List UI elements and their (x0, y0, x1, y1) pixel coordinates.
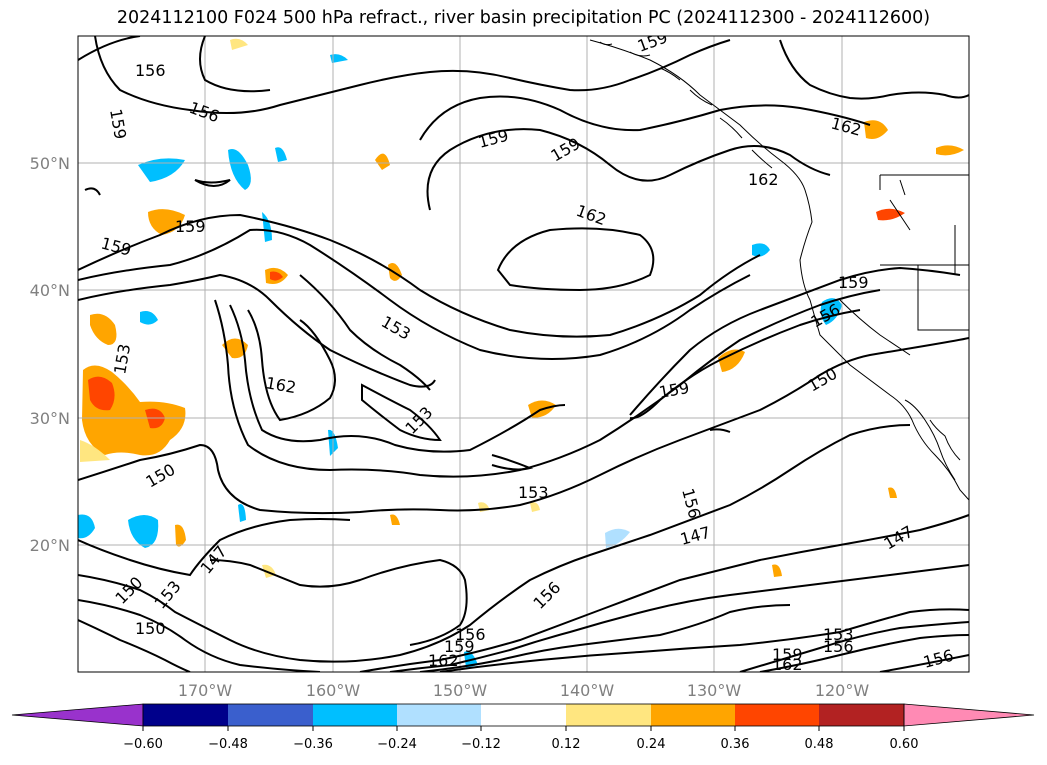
lat-label: 20°N (30, 536, 70, 555)
contour-label: 159 (444, 637, 475, 656)
lat-labels: 50°N 40°N 30°N 20°N (30, 154, 70, 555)
graticule (78, 36, 969, 672)
map-frame (77, 35, 970, 673)
contour-label: 162 (428, 651, 459, 670)
lon-label: 170°W (178, 681, 233, 700)
contour-label: 162 (772, 655, 803, 674)
colorbar-tick-label: 0.12 (552, 737, 581, 752)
colorbar-tick-label: −0.48 (208, 737, 248, 752)
contour-label: 153 (518, 483, 549, 502)
lat-label: 50°N (30, 154, 70, 173)
contour-label: 153 (823, 625, 854, 644)
contour-label: 156 (135, 61, 166, 80)
colorbar: −0.60 −0.48 −0.36 −0.24 −0.12 0.12 0.24 … (11, 703, 1035, 752)
colorbar-tick-label: −0.24 (377, 737, 417, 752)
contours (78, 36, 969, 672)
lat-label: 40°N (30, 281, 70, 300)
map-area: 156 159 156 159 159 159 162 162 162 159 … (78, 36, 969, 674)
lon-label: 130°W (687, 681, 742, 700)
lon-label: 150°W (433, 681, 488, 700)
lon-label: 140°W (560, 681, 615, 700)
colorbar-tick-label: −0.60 (123, 737, 163, 752)
contour-label: 156 (455, 625, 486, 644)
contour-label: 159 (175, 217, 206, 236)
colorbar-tick-label: −0.12 (461, 737, 501, 752)
contour-label: 156 (823, 637, 854, 656)
map-title: 2024112100 F024 500 hPa refract., river … (116, 8, 931, 28)
colorbar-tick-label: 0.60 (890, 737, 919, 752)
contour-label: 150 (135, 619, 166, 638)
colorbar-tick-label: 0.48 (805, 737, 834, 752)
contour-label: 159 (838, 273, 869, 292)
colorbar-tick-label: 0.24 (637, 737, 666, 752)
colorbar-tick-label: 0.36 (721, 737, 750, 752)
colorbar-tick-label: −0.36 (293, 737, 333, 752)
contour-label: 162 (748, 170, 779, 189)
lon-labels: 170°W 160°W 150°W 140°W 130°W 120°W (178, 681, 870, 700)
lon-label: 160°W (306, 681, 361, 700)
lon-label: 120°W (815, 681, 870, 700)
contour-label: 159 (772, 645, 803, 664)
lat-label: 30°N (30, 409, 70, 428)
